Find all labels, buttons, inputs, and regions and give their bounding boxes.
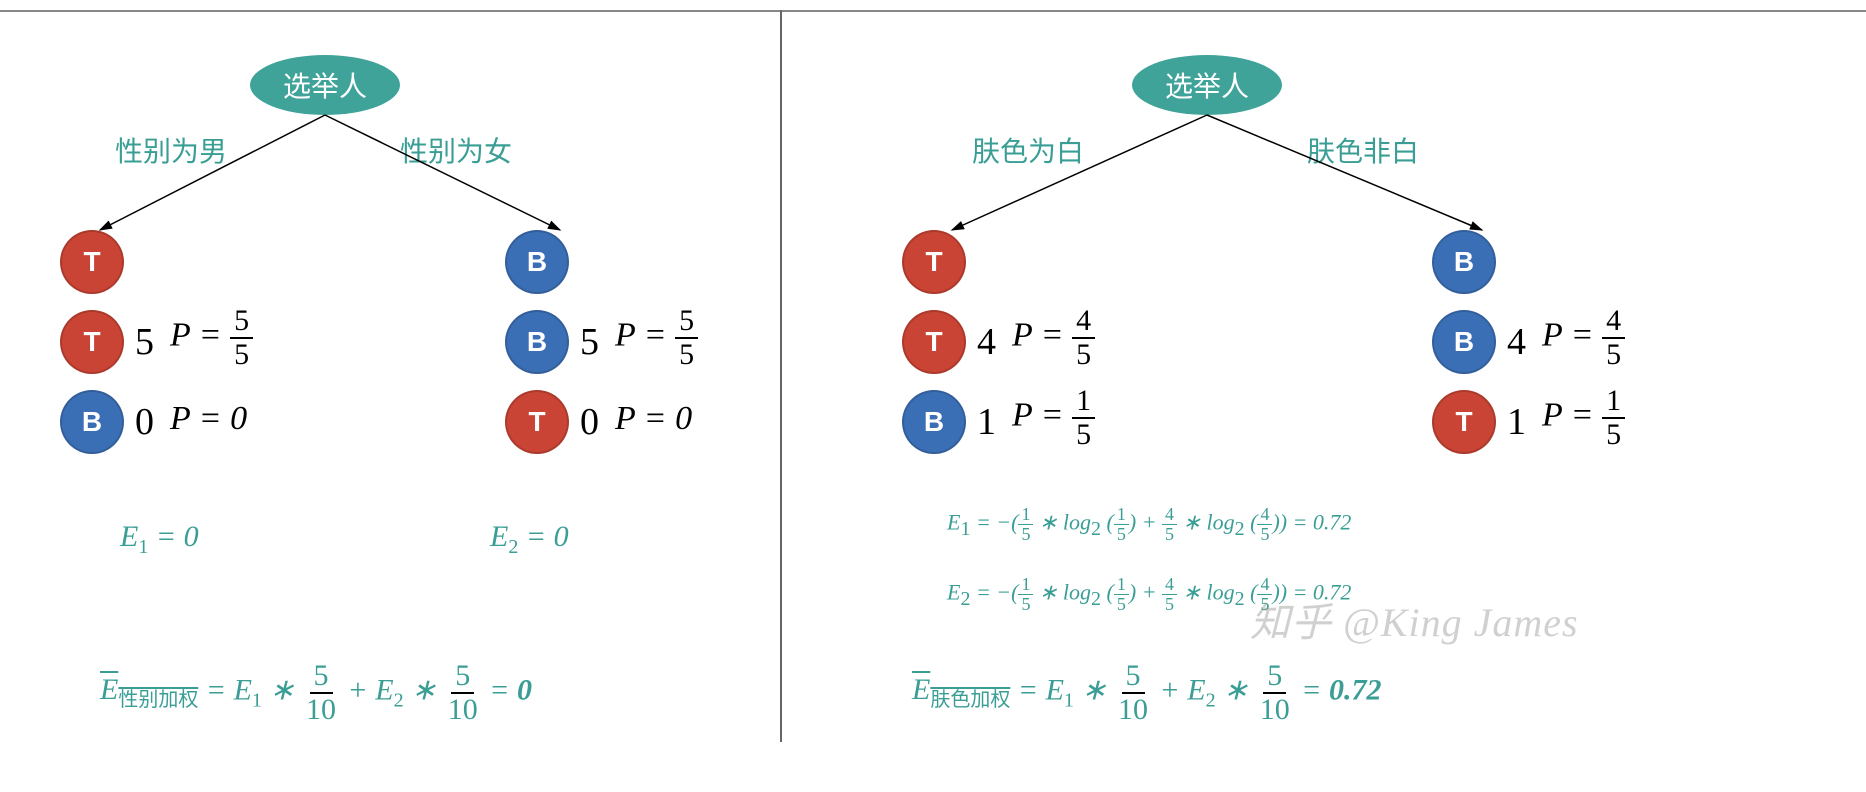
trump-avatar: T [1432,390,1496,454]
entropy-calc: E2 = −(15 ∗ log2 (15) + 45 ∗ log2 (45)) … [947,575,1351,614]
count-value: 4 [1507,320,1526,364]
trump-avatar: T [902,230,966,294]
count-value: 0 [135,400,154,444]
weighted-entropy-gender: E性别加权 = E1 ∗ 510 + E2 ∗ 510 = 0 [100,660,532,725]
probability: P = 55 [170,305,253,370]
probability: P = 0 [170,400,247,438]
arrows-left [0,20,780,270]
probability: P = 0 [615,400,692,438]
biden-avatar: B [1432,230,1496,294]
biden-avatar: B [1432,310,1496,374]
trump-avatar: T [902,310,966,374]
entropy-value: E1 = 0 [120,520,199,559]
probability: P = 15 [1542,385,1625,450]
probability: P = 45 [1542,305,1625,370]
biden-avatar: B [60,390,124,454]
top-rule [0,10,1866,12]
biden-avatar: B [505,310,569,374]
biden-avatar: B [902,390,966,454]
entropy-value: E2 = 0 [490,520,569,559]
weighted-entropy-skin: E肤色加权 = E1 ∗ 510 + E2 ∗ 510 = 0.72 [912,660,1382,725]
trump-avatar: T [60,310,124,374]
trump-avatar: T [60,230,124,294]
probability: P = 15 [1012,385,1095,450]
biden-avatar: B [505,230,569,294]
probability: P = 55 [615,305,698,370]
panel-gender-split: 选举人 性别为男 性别为女 E性别加权 = E1 ∗ 510 + E2 ∗ 51… [0,20,780,780]
count-value: 5 [135,320,154,364]
count-value: 1 [1507,400,1526,444]
probability: P = 45 [1012,305,1095,370]
trump-avatar: T [505,390,569,454]
entropy-calc: E1 = −(15 ∗ log2 (15) + 45 ∗ log2 (45)) … [947,505,1351,544]
count-value: 0 [580,400,599,444]
count-value: 4 [977,320,996,364]
panel-skin-split: 选举人 肤色为白 肤色非白 E肤色加权 = E1 ∗ 510 + E2 ∗ 51… [782,20,1866,780]
count-value: 5 [580,320,599,364]
count-value: 1 [977,400,996,444]
